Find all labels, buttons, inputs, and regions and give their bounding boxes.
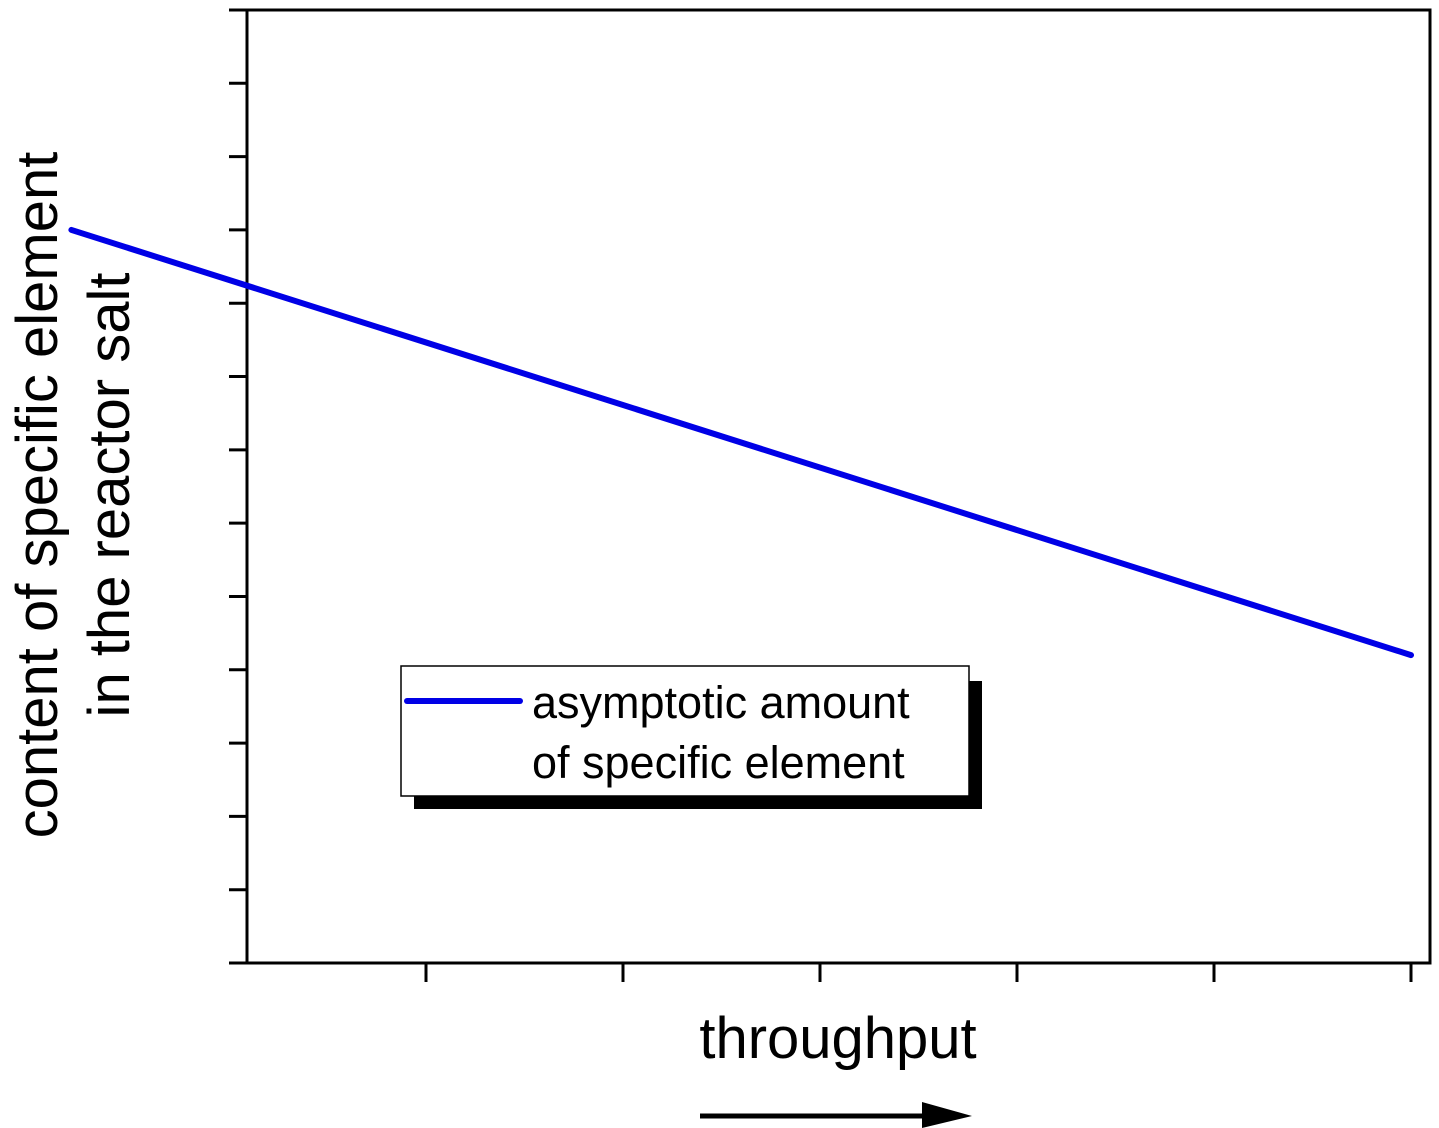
- legend-label-line-1: asymptotic amount: [532, 677, 910, 728]
- y-axis-title: content of specific element in the react…: [5, 152, 142, 839]
- series-line-0: [68, 226, 1414, 659]
- y-axis-title-line-1: content of specific element: [5, 152, 70, 839]
- y-axis-title-line-2: in the reactor salt: [77, 273, 142, 718]
- plot-frame: [245, 8, 1432, 965]
- x-axis-ticks: [424, 963, 1413, 982]
- legend-box: [400, 665, 970, 797]
- legend-label-line-2: of specific element: [532, 737, 905, 788]
- throughput-arrow-icon: [700, 1102, 972, 1128]
- series-layer: [68, 226, 1414, 659]
- y-axis-ticks: [229, 8, 247, 965]
- x-axis-title: throughput: [699, 1006, 976, 1071]
- legend: asymptotic amount of specific element: [400, 665, 982, 809]
